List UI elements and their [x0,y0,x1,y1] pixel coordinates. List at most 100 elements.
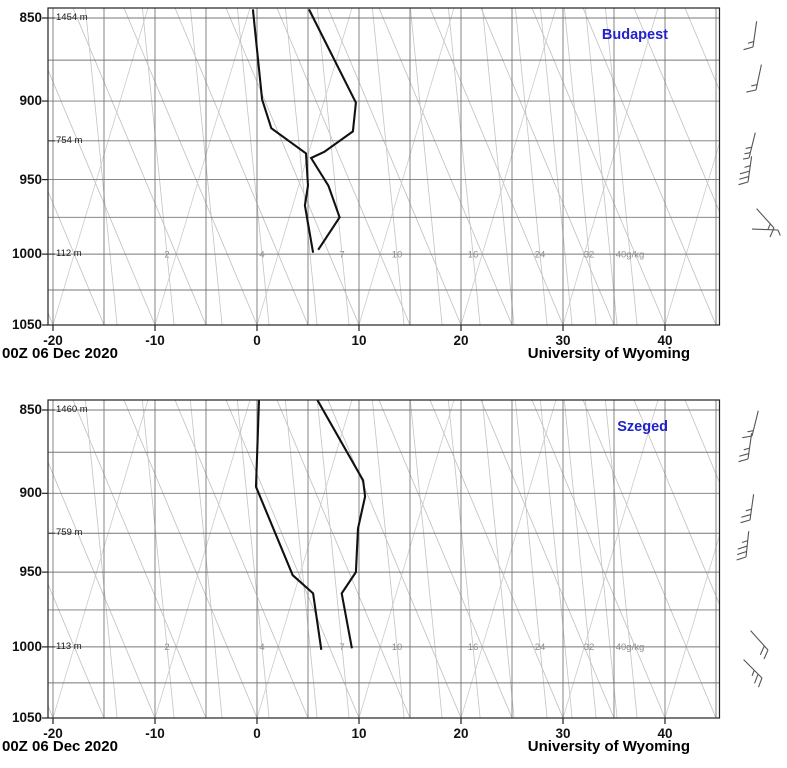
mixing-ratio-label: 2 [164,249,169,260]
dry-adiabat-line [633,400,720,606]
mixing-ratio-label: 4 [259,642,264,653]
wind-barb-icon [750,630,769,660]
skew-isotherm-line [664,141,720,325]
wind-barb-icon [756,208,775,238]
credit-top: University of Wyoming [527,345,690,362]
panel-border [47,399,721,719]
mixing-ratio-line [447,400,481,718]
dry-adiabat-line [276,8,411,325]
mixing-ratio-label: 16 [468,249,479,260]
dry-adiabat-line [123,400,258,718]
dry-adiabat-line [72,8,207,325]
mixing-ratio-line [316,400,350,718]
wind-barb-icon [743,21,758,51]
mixing-ratio-line [481,400,515,718]
mixing-ratio-line [371,400,405,718]
pressure-tick-label: 1050 [11,317,42,332]
skew-isotherm-line [52,8,149,325]
mixing-ratio-label: 32 [584,642,595,653]
dry-adiabat-line [48,312,54,325]
temperature-tick-label: 20 [453,333,469,348]
mixing-ratio-label: 2 [164,642,169,653]
height-label: 759 m [56,527,83,539]
dry-adiabat-line [48,190,105,325]
mixing-ratio-line [371,8,405,325]
dry-adiabat-line [174,400,309,718]
dry-adiabat-line [48,705,54,718]
dry-adiabat-line [429,400,564,718]
mixing-ratio-line [409,8,443,325]
mixing-ratio-line [563,400,597,718]
skew-isotherm-line [358,400,455,718]
dry-adiabat-line [327,400,462,718]
mixing-ratio-line [141,400,175,718]
mixing-ratio-line [236,400,270,718]
temperature-tick-label: 20 [453,726,469,741]
dry-adiabat-line [480,8,615,325]
temperature-tick-label: -20 [43,333,63,348]
height-label: 113 m [56,640,82,652]
mixing-ratio-line [84,8,118,325]
mixing-ratio-label: 16 [468,642,479,653]
dry-adiabat-line [174,8,309,325]
dry-adiabat-line [48,583,105,718]
mixing-ratio-line [447,8,481,325]
dry-adiabat-line [736,8,787,325]
mixing-ratio-line [514,8,548,325]
wind-barb-icon [742,132,756,160]
temperature-tick-label: 10 [351,726,367,741]
skew-isotherm-line [358,8,455,325]
dry-adiabat-line [684,400,720,484]
skew-isotherm-line [767,8,787,325]
wind-barb-icon [742,410,759,439]
panel-lines-Szeged [0,400,787,718]
dry-adiabat-line [225,8,360,325]
panel-border [47,7,721,326]
temperature-tick-label: 10 [351,333,367,348]
skew-isotherm-line [767,400,787,718]
mixing-ratio-line [584,8,618,325]
dewpoint-profile [251,9,315,253]
pressure-tick-label: 1000 [11,638,42,654]
wind-barb-icon [740,494,755,524]
mixing-ratio-label: 7 [339,249,344,260]
temperature-profile [316,400,367,649]
dry-adiabat-line [531,8,666,325]
height-label: 112 m [56,248,82,260]
wind-barb-icon [738,156,753,186]
temperature-tick-label: 0 [253,726,261,741]
dry-adiabat-line [531,400,666,718]
temperature-tick-label: 40 [657,333,673,348]
dry-adiabat-line [480,400,615,718]
skew-isotherm-line [460,400,557,718]
dry-adiabat-line [225,400,360,718]
skew-isotherm-line [562,400,659,718]
skew-isotherm-line [460,8,557,325]
panel-lines-Budapest [0,8,787,325]
dry-adiabat-line [0,400,2,718]
pressure-tick-label: 950 [19,171,42,187]
mixing-ratio-line [409,400,443,718]
station-title-szeged: Szeged [617,419,668,435]
skew-isotherm-line [0,8,46,325]
dry-adiabat-line [48,461,156,718]
dry-adiabat-line [72,400,207,718]
wind-barb-icon [743,659,763,688]
mixing-ratio-line [539,8,573,325]
mixing-ratio-line [539,400,573,718]
mixing-ratio-label: 4 [259,249,264,260]
skew-isotherm-line [562,8,659,325]
mixing-ratio-line [481,8,515,325]
skew-isotherm-line [256,8,353,325]
pressure-tick-label: 900 [19,93,42,109]
mixing-ratio-label: 24 [535,642,546,653]
temperature-tick-label: -20 [43,726,63,741]
mixing-ratio-label: 10 [392,249,403,260]
temperature-tick-label: -10 [145,333,165,348]
skew-isotherm-line [154,400,251,718]
timestamp-bottom: 00Z 06 Dec 2020 [2,738,118,755]
pressure-tick-label: 850 [19,402,42,417]
pressure-tick-label: 850 [19,10,42,25]
mixing-ratio-label: 40g/kg [616,642,645,653]
